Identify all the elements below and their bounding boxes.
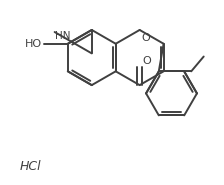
Text: HN: HN <box>55 31 70 41</box>
Text: O: O <box>143 56 151 66</box>
Text: O: O <box>142 33 150 43</box>
Text: HCl: HCl <box>19 160 41 173</box>
Text: HO: HO <box>25 39 42 49</box>
